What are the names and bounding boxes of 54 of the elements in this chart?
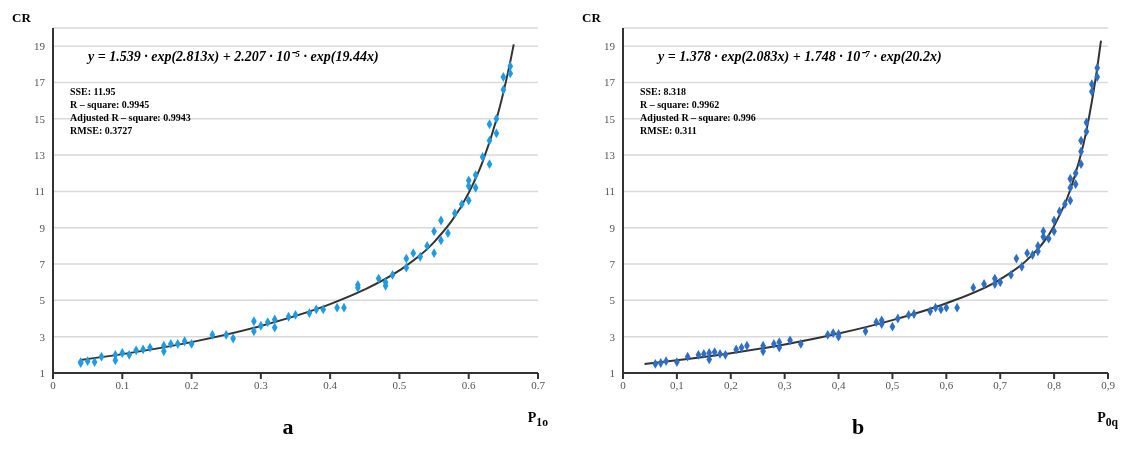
x-tick-label: 0.1 bbox=[115, 378, 130, 391]
annotation: y = 1.539 · exp(2.813x) + 2.207 · 10⁻⁵ · exp(19.44x) bbox=[88, 48, 379, 65]
annotation: R – square: 0.9962 bbox=[640, 99, 720, 110]
x-tick-label: 0,6 bbox=[939, 378, 954, 391]
y-tick-label: 19 bbox=[604, 40, 616, 53]
x-tick-label: 0,3 bbox=[777, 378, 793, 391]
x-tick-label: 0.7 bbox=[531, 378, 546, 391]
y-tick-label: 13 bbox=[604, 149, 616, 162]
x-tick-label: 0.6 bbox=[461, 378, 477, 391]
x-tick-label: 0,5 bbox=[885, 378, 900, 391]
y-tick-label: 5 bbox=[39, 294, 46, 307]
x-tick-label: 0,4 bbox=[831, 378, 846, 391]
y-tick-label: 1 bbox=[609, 366, 615, 379]
y-axis-title: CR bbox=[582, 10, 601, 26]
x-tick-label: 0,7 bbox=[993, 378, 1008, 391]
x-tick-label: 0 bbox=[50, 378, 57, 391]
y-tick-label: 11 bbox=[604, 185, 615, 198]
annotation: RMSE: 0.3727 bbox=[70, 125, 133, 136]
x-tick-label: 0,1 bbox=[670, 378, 684, 391]
x-tick-label: 0,8 bbox=[1047, 378, 1062, 391]
y-axis-title: CR bbox=[12, 10, 31, 26]
y-tick-label: 17 bbox=[604, 76, 616, 89]
y-tick-label: 1 bbox=[39, 366, 45, 379]
x-tick-label: 0.5 bbox=[392, 378, 407, 391]
text: a bbox=[282, 414, 294, 439]
text: b bbox=[851, 414, 865, 439]
y-tick-label: 7 bbox=[609, 257, 616, 270]
annotation: RMSE: 0.311 bbox=[640, 125, 697, 136]
y-tick-label: 13 bbox=[34, 149, 46, 162]
y-tick-label: 3 bbox=[39, 330, 46, 343]
x-tick-label: 0.2 bbox=[184, 378, 199, 391]
y-tick-label: 17 bbox=[34, 76, 46, 89]
y-tick-label: 7 bbox=[39, 257, 46, 270]
annotation: R – square: 0.9945 bbox=[70, 99, 150, 110]
annotation: y = 1.378 · exp(2.083x) + 1.748 · 10⁻⁷ · exp(20.2x) bbox=[658, 48, 942, 65]
y-tick-label: 9 bbox=[39, 221, 46, 234]
annotation: SSE: 11.95 bbox=[70, 86, 116, 97]
y-tick-label: 9 bbox=[609, 221, 616, 234]
x-tick-label: 0,2 bbox=[723, 378, 738, 391]
y-tick-label: 15 bbox=[34, 112, 46, 125]
y-tick-label: 5 bbox=[609, 294, 616, 307]
x-tick-label: 0.4 bbox=[323, 378, 338, 391]
annotation: Adjusted R – square: 0.9943 bbox=[70, 112, 191, 123]
x-axis-title: P$_{1o}$ bbox=[527, 410, 548, 429]
annotation: SSE: 8.318 bbox=[640, 86, 687, 97]
x-tick-label: 0.3 bbox=[253, 378, 269, 391]
y-tick-label: 11 bbox=[34, 185, 45, 198]
y-tick-label: 15 bbox=[604, 112, 616, 125]
x-tick-label: 0,9 bbox=[1101, 378, 1116, 391]
y-tick-label: 3 bbox=[609, 330, 616, 343]
y-tick-label: 19 bbox=[34, 40, 46, 53]
x-axis-title: P$_{0q}$ bbox=[1097, 410, 1118, 429]
annotation: Adjusted R – square: 0.996 bbox=[640, 112, 756, 123]
x-tick-label: 0 bbox=[620, 378, 627, 391]
